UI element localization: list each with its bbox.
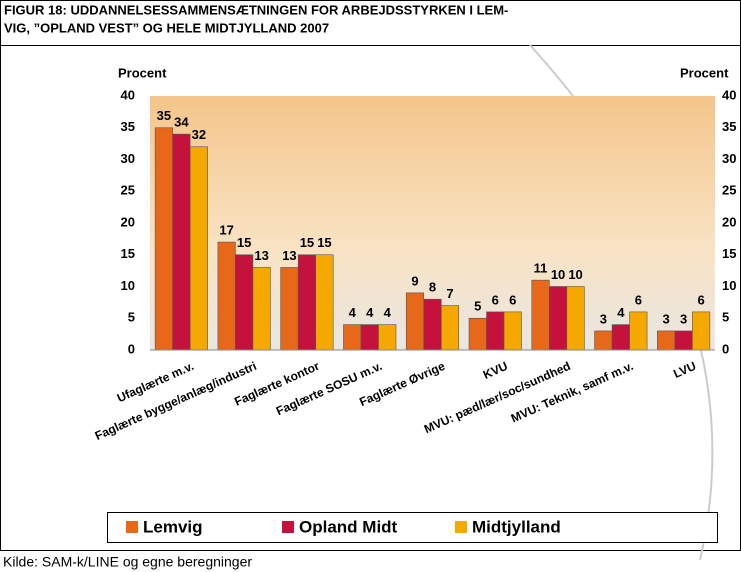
data-label: 10: [551, 267, 565, 282]
y-tick-label: 5: [128, 310, 135, 325]
data-label: 17: [219, 222, 233, 237]
legend-swatch: [455, 521, 467, 533]
bar: [315, 254, 334, 351]
y2-tick-label: 30: [722, 151, 736, 166]
y-tick-label: 25: [121, 183, 135, 198]
y2-tick-label: 20: [722, 214, 736, 229]
y2-axis-label: Procent: [680, 65, 729, 80]
bar: [154, 127, 173, 351]
data-label: 13: [254, 248, 268, 263]
data-label: 10: [568, 267, 582, 282]
legend-label: Opland Midt: [299, 517, 398, 536]
data-label: 15: [317, 235, 331, 250]
bar: [657, 330, 676, 351]
bar: [486, 311, 505, 351]
legend-swatch: [126, 521, 138, 533]
title-line: FIGUR 18: UDDANNELSESSAMMENSÆTNINGEN FOR…: [4, 2, 508, 17]
x-tick-label: LVU: [671, 359, 698, 381]
y-tick-label: 30: [121, 151, 135, 166]
data-label: 3: [600, 311, 607, 326]
x-tick-label: Faglærte SOSU m.v.: [274, 359, 384, 418]
y-tick-label: 40: [121, 87, 135, 102]
legend-box: [107, 512, 718, 543]
y2-tick-label: 40: [722, 87, 736, 102]
y2-tick-label: 15: [722, 246, 736, 261]
y2-tick-label: 0: [722, 341, 729, 356]
data-label: 34: [174, 115, 189, 130]
data-label: 6: [697, 292, 704, 307]
bar: [503, 311, 522, 351]
bar: [217, 241, 236, 351]
bar: [566, 286, 585, 351]
bar: [594, 330, 613, 351]
y-tick-label: 35: [121, 119, 135, 134]
y2-tick-label: 35: [722, 119, 736, 134]
source: Kilde: SAM-k/LINE og egne beregninger: [3, 554, 252, 570]
y-tick-label: 0: [128, 341, 135, 356]
legend-swatch: [282, 521, 294, 533]
y-tick-label: 15: [121, 246, 135, 261]
bar: [423, 298, 442, 351]
title-line: VIG, ”OPLAND VEST” OG HELE MIDTJYLLAND 2…: [4, 20, 329, 35]
bar: [378, 324, 397, 351]
bar: [235, 254, 254, 351]
data-label: 8: [429, 280, 436, 295]
bar: [360, 324, 379, 351]
data-label: 5: [474, 299, 481, 314]
y-tick-label: 10: [121, 278, 135, 293]
data-label: 3: [680, 311, 687, 326]
data-label: 4: [349, 305, 357, 320]
bar: [405, 292, 425, 351]
data-label: 11: [534, 261, 548, 276]
bar: [611, 324, 630, 351]
bar: [468, 317, 487, 351]
data-label: 15: [300, 235, 314, 250]
data-label: 15: [237, 235, 251, 250]
bar: [549, 286, 568, 351]
data-label: 7: [446, 286, 453, 301]
legend-label: Lemvig: [143, 517, 203, 536]
y2-tick-label: 25: [722, 183, 736, 198]
bar: [280, 267, 299, 351]
data-label: 9: [411, 273, 418, 288]
data-label: 4: [617, 305, 625, 320]
y2-tick-label: 5: [722, 310, 729, 325]
bar: [692, 311, 711, 351]
bar: [674, 330, 693, 351]
legend-label: Midtjylland: [472, 517, 561, 536]
bar: [531, 279, 550, 351]
data-label: 4: [366, 305, 374, 320]
bar: [440, 305, 460, 351]
bar: [189, 146, 208, 351]
data-label: 13: [282, 248, 296, 263]
y2-tick-label: 10: [722, 278, 736, 293]
x-tick-label: MVU: Teknik, samf m.v.: [509, 359, 636, 426]
data-label: 6: [635, 292, 642, 307]
data-label: 3: [662, 311, 669, 326]
bar: [629, 311, 648, 351]
data-label: 6: [492, 292, 499, 307]
bar: [252, 267, 271, 351]
bar: [297, 254, 316, 351]
bar: [343, 324, 362, 351]
y-tick-label: 20: [121, 214, 135, 229]
x-tick-label: KVU: [481, 359, 510, 382]
y-axis-label: Procent: [118, 65, 167, 80]
data-label: 35: [157, 108, 171, 123]
data-label: 6: [509, 292, 516, 307]
bar: [172, 133, 191, 351]
data-label: 32: [192, 127, 206, 142]
data-label: 4: [384, 305, 392, 320]
